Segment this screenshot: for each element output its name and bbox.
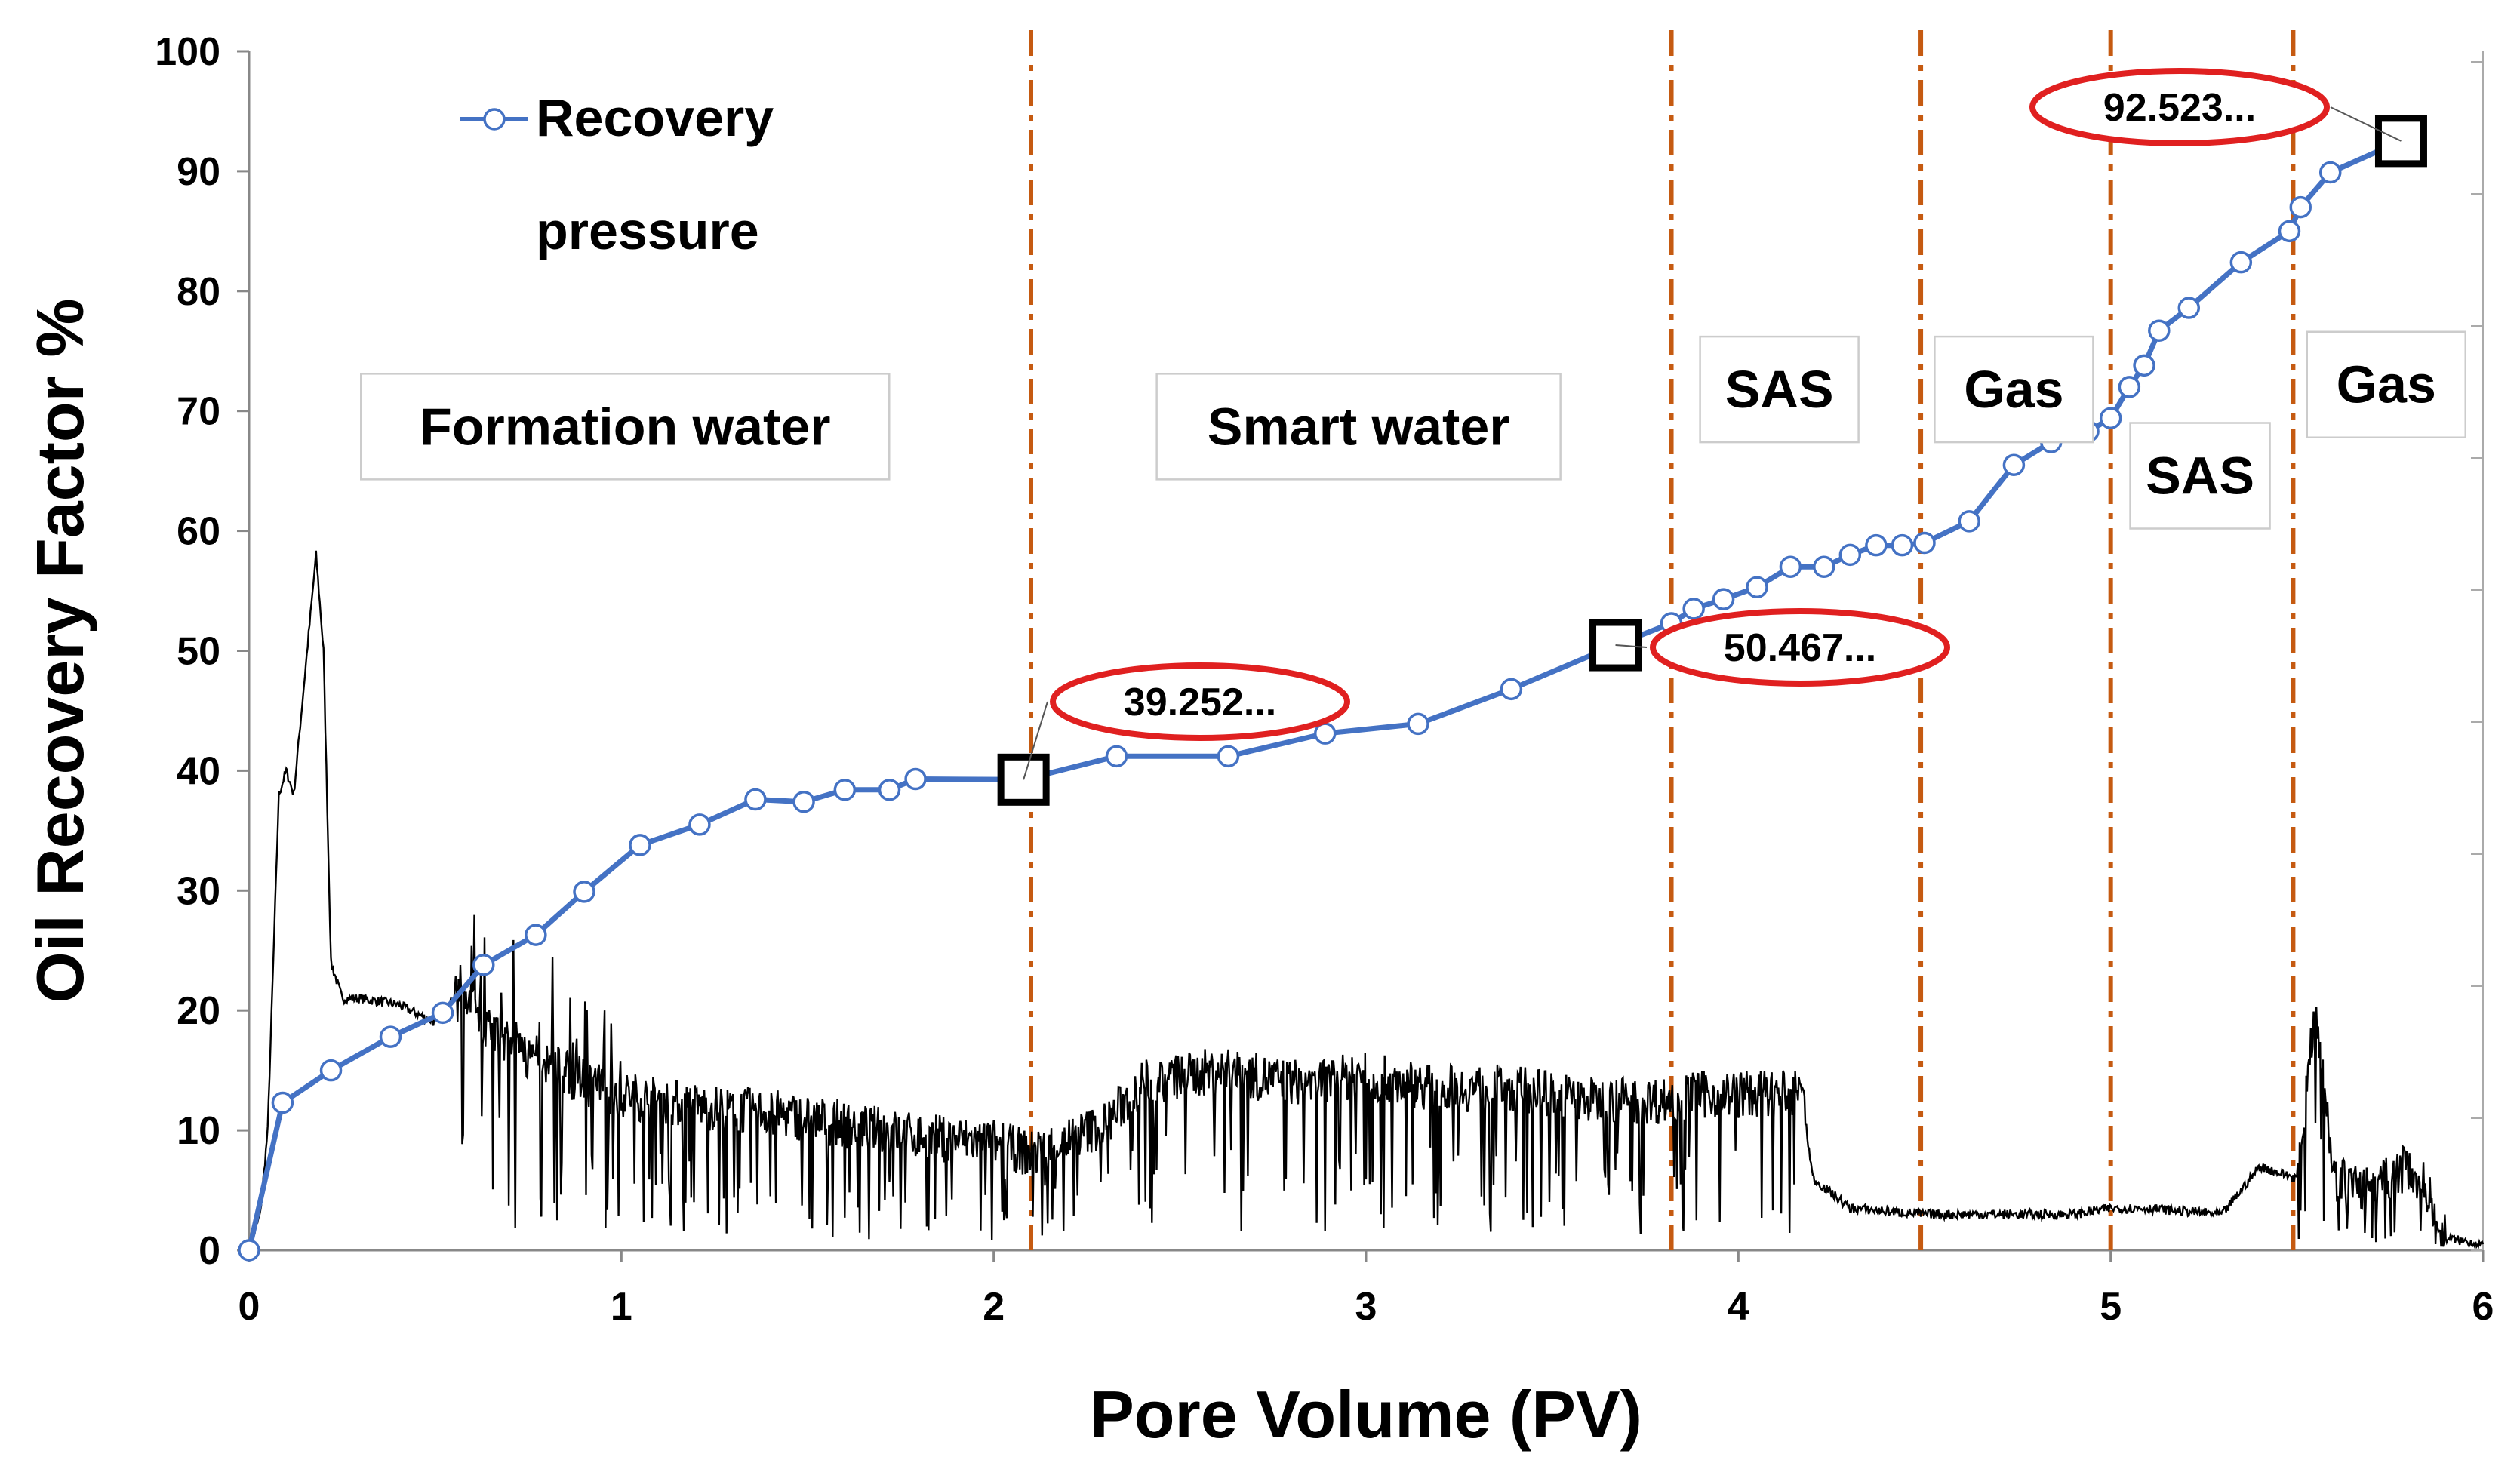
annotation-square-marker <box>1589 619 1642 672</box>
annotation-label: 39.252... <box>1124 681 1276 724</box>
recovery-data-point <box>904 767 927 791</box>
recovery-data-point <box>1813 555 1835 579</box>
recovery-data-point <box>2148 319 2171 342</box>
annotation-leader-line <box>1615 644 1648 648</box>
recovery-data-point <box>2278 220 2301 243</box>
y-tick-label: 100 <box>155 30 220 74</box>
y-tick-label: 80 <box>177 270 220 314</box>
recovery-data-point <box>1913 531 1936 555</box>
annotation-square-marker <box>2374 115 2427 168</box>
annotation-leader-line <box>1023 701 1048 780</box>
region-label: Smart water <box>1208 397 1510 456</box>
recovery-data-point <box>792 790 815 813</box>
annotation-ellipse <box>1650 608 1950 687</box>
y-tick-label: 30 <box>177 869 220 913</box>
recovery-data-point <box>2229 251 2253 274</box>
y-tick-label: 70 <box>177 390 220 434</box>
pressure-series-line <box>248 550 2485 1249</box>
recovery-data-point <box>319 1059 343 1082</box>
recovery-data-point <box>1838 543 1862 567</box>
recovery-data-point <box>2099 407 2122 429</box>
recovery-data-point <box>525 924 547 946</box>
recovery-data-point <box>833 779 857 801</box>
y-tick-label: 90 <box>177 150 220 194</box>
annotation-leader-line <box>2330 106 2402 142</box>
recovery-data-point <box>1746 576 1768 599</box>
recovery-data-point <box>1500 678 1523 701</box>
legend-recovery-label: Recovery <box>536 88 774 147</box>
recovery-data-point <box>1217 745 1240 768</box>
region-label-box <box>1934 335 2094 444</box>
recovery-data-point <box>1407 712 1429 736</box>
region-label-box <box>2129 422 2271 530</box>
region-label: Gas <box>1964 360 2063 419</box>
recovery-data-point <box>1313 722 1337 745</box>
recovery-data-point <box>2318 161 2342 184</box>
recovery-data-point <box>431 1001 454 1025</box>
recovery-data-point <box>2118 376 2141 398</box>
x-tick-label: 4 <box>1728 1285 1749 1329</box>
recovery-data-point <box>379 1025 402 1048</box>
region-label: SAS <box>2146 447 2254 506</box>
recovery-data-point <box>2002 453 2026 476</box>
annotation-ellipse <box>1050 662 1350 741</box>
annotation-label: 50.467... <box>1724 626 1876 670</box>
recovery-data-point <box>271 1091 294 1114</box>
region-label-box <box>1155 373 1562 481</box>
region-label: Formation water <box>420 397 831 456</box>
recovery-data-point <box>472 954 495 976</box>
recovery-data-point <box>238 1239 260 1262</box>
legend-recovery-marker <box>483 108 506 131</box>
region-label-box <box>360 373 891 481</box>
legend-pressure-label: pressure <box>536 201 759 260</box>
recovery-data-point <box>1891 533 1914 557</box>
x-tick-label: 6 <box>2472 1285 2494 1329</box>
x-tick-label: 3 <box>1355 1285 1377 1329</box>
recovery-data-point <box>878 779 901 801</box>
y-tick-label: 40 <box>177 749 220 793</box>
y-tick-label: 50 <box>177 630 220 674</box>
recovery-data-point <box>629 834 651 856</box>
x-axis-label: Pore Volume (PV) <box>1090 1377 1642 1452</box>
x-tick-label: 2 <box>983 1285 1005 1329</box>
annotation-ellipse <box>2029 68 2330 146</box>
region-label-box <box>2306 330 2466 438</box>
y-axis-label: Oil Recovery Factor % <box>23 298 97 1003</box>
y-tick-label: 10 <box>177 1109 220 1153</box>
region-label: SAS <box>1725 360 1834 419</box>
recovery-data-point <box>2133 354 2155 377</box>
recovery-data-point <box>1779 555 1802 579</box>
x-tick-label: 0 <box>238 1285 260 1329</box>
recovery-data-point <box>1958 510 1980 533</box>
recovery-data-point <box>1865 533 1888 557</box>
recovery-series-line <box>246 138 2402 1251</box>
recovery-data-point <box>2289 195 2312 219</box>
recovery-data-point <box>1105 745 1128 768</box>
recovery-data-point <box>1682 598 1705 620</box>
x-tick-label: 1 <box>611 1285 632 1329</box>
recovery-data-point <box>2177 297 2201 319</box>
recovery-data-point <box>744 788 767 811</box>
region-label-box <box>1699 335 1860 444</box>
y-tick-label: 60 <box>177 510 220 554</box>
x-tick-label: 5 <box>2100 1285 2122 1329</box>
y-tick-label: 20 <box>177 989 220 1033</box>
annotation-label: 92.523... <box>2103 86 2256 130</box>
y-tick-label: 0 <box>198 1229 220 1273</box>
recovery-data-point <box>688 813 711 836</box>
recovery-data-point <box>1712 588 1735 610</box>
region-label: Gas <box>2337 355 2436 414</box>
recovery-data-point <box>573 881 595 903</box>
